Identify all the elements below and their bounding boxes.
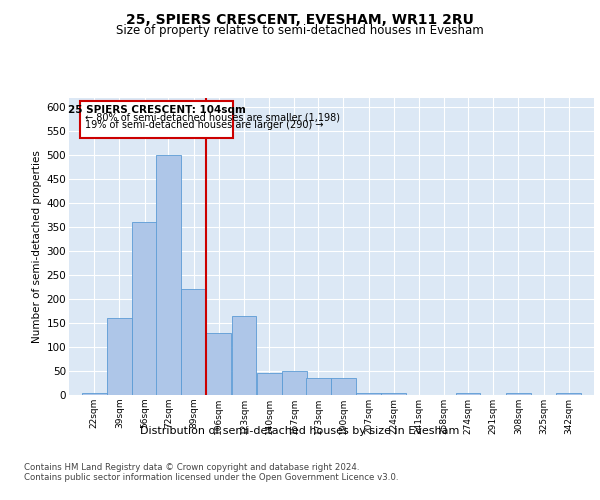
Bar (506, 392, 531, 395)
Bar (107, 318, 132, 395)
Bar (257, 374, 281, 395)
Text: 25 SPIERS CRESCENT: 104sqm: 25 SPIERS CRESCENT: 104sqm (68, 105, 245, 115)
Bar (181, 290, 206, 395)
Bar (356, 392, 381, 395)
FancyBboxPatch shape (80, 102, 233, 138)
Bar (156, 155, 181, 395)
Bar (232, 316, 256, 395)
Bar (331, 378, 356, 395)
Bar (206, 332, 231, 395)
Bar (282, 371, 307, 395)
Bar (556, 392, 581, 395)
Bar (306, 378, 331, 395)
Y-axis label: Number of semi-detached properties: Number of semi-detached properties (32, 150, 43, 342)
Bar (132, 222, 157, 395)
Text: 25, SPIERS CRESCENT, EVESHAM, WR11 2RU: 25, SPIERS CRESCENT, EVESHAM, WR11 2RU (126, 12, 474, 26)
Text: Size of property relative to semi-detached houses in Evesham: Size of property relative to semi-detach… (116, 24, 484, 37)
Bar (382, 392, 406, 395)
Text: 19% of semi-detached houses are larger (290) →: 19% of semi-detached houses are larger (… (85, 120, 323, 130)
Text: Distribution of semi-detached houses by size in Evesham: Distribution of semi-detached houses by … (140, 426, 460, 436)
Bar (82, 392, 107, 395)
Text: Contains HM Land Registry data © Crown copyright and database right 2024.
Contai: Contains HM Land Registry data © Crown c… (24, 462, 398, 482)
Bar (455, 392, 481, 395)
Text: ← 80% of semi-detached houses are smaller (1,198): ← 80% of semi-detached houses are smalle… (85, 112, 340, 122)
